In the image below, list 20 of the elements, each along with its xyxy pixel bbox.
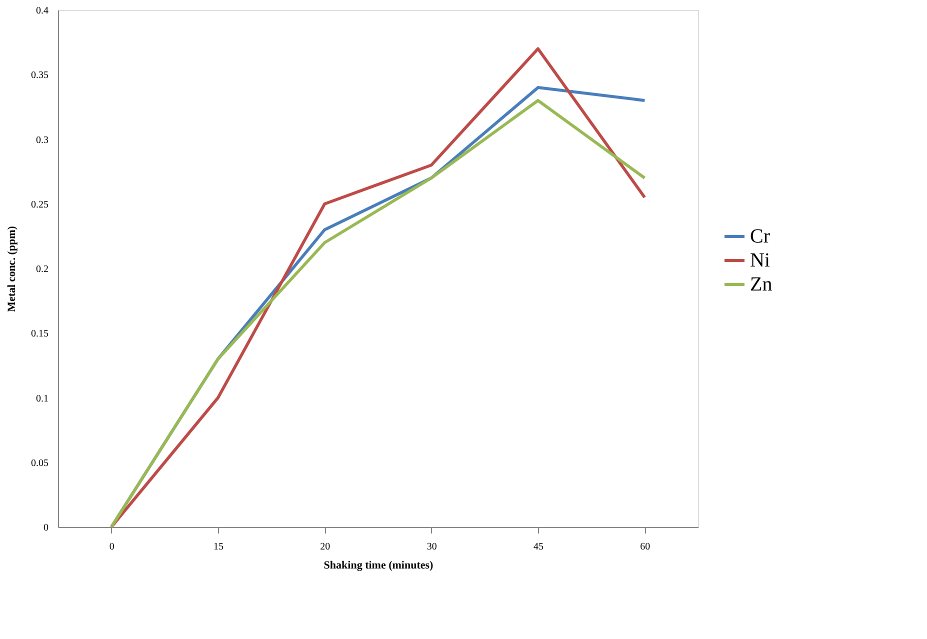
- y-tick-label: 0: [44, 522, 48, 534]
- y-tick-label: 0.15: [31, 328, 48, 340]
- x-axis-title: Shaking time (minutes): [324, 560, 434, 572]
- y-tick-label: 0.05: [31, 458, 48, 469]
- x-tick-label: 30: [426, 542, 437, 552]
- legend-label: Ni: [750, 250, 770, 272]
- legend-label: Cr: [750, 226, 770, 248]
- y-tick-label: 0.1: [36, 393, 48, 404]
- x-tick-label: 45: [534, 542, 544, 552]
- y-tick-label: 0.2: [36, 264, 48, 275]
- y-tick-label: 0.25: [31, 199, 48, 210]
- y-tick-label: 0.4: [36, 6, 48, 16]
- legend-label: Zn: [750, 274, 772, 296]
- x-tick-label: 60: [640, 542, 650, 552]
- y-axis-title: Metal conc. (ppm): [6, 226, 18, 312]
- x-tick-label: 20: [320, 542, 330, 552]
- y-tick-label: 0.35: [31, 70, 48, 82]
- y-tick-label: 0.3: [36, 134, 48, 146]
- x-tick-label: 15: [214, 542, 224, 552]
- x-tick-label: 0: [109, 542, 114, 552]
